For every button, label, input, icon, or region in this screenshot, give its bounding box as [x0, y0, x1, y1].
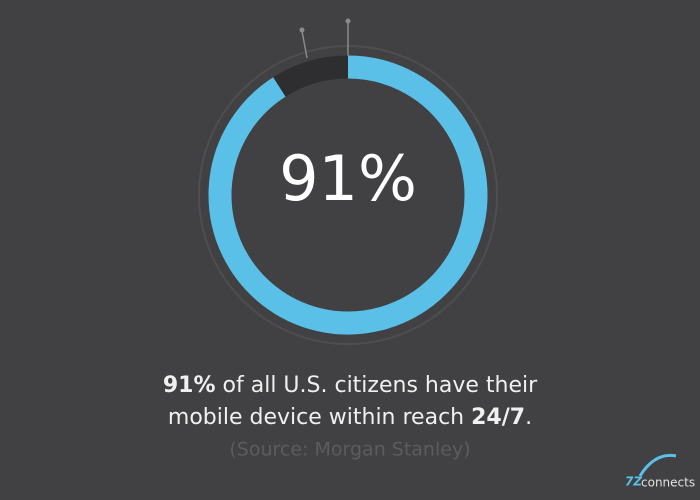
center-label: 91%	[279, 142, 417, 215]
caption-text: .	[525, 405, 532, 430]
caption-text: of all U.S. citizens have their	[216, 373, 539, 398]
logo: 7Z connects	[625, 453, 695, 490]
logo-swoosh	[638, 453, 677, 477]
pointer-dot	[345, 18, 351, 24]
caption: 91% of all U.S. citizens have their mobil…	[163, 373, 538, 430]
pointer-line	[301, 30, 308, 59]
donut-segment	[208, 55, 488, 335]
source: (Source: Morgan Stanley)	[229, 439, 470, 461]
logo-text: connects	[641, 476, 695, 490]
caption-bold: 91%	[163, 373, 216, 398]
caption-line: 91% of all U.S. citizens have their	[163, 373, 538, 398]
logo-mark: 7Z	[625, 475, 642, 489]
donut	[208, 55, 488, 335]
pointer-dot	[299, 27, 305, 33]
donut-segment	[273, 55, 349, 97]
caption-bold: 24/7	[471, 405, 525, 430]
caption-text: mobile device within reach	[168, 405, 471, 430]
caption-line: mobile device within reach 24/7.	[168, 405, 532, 430]
